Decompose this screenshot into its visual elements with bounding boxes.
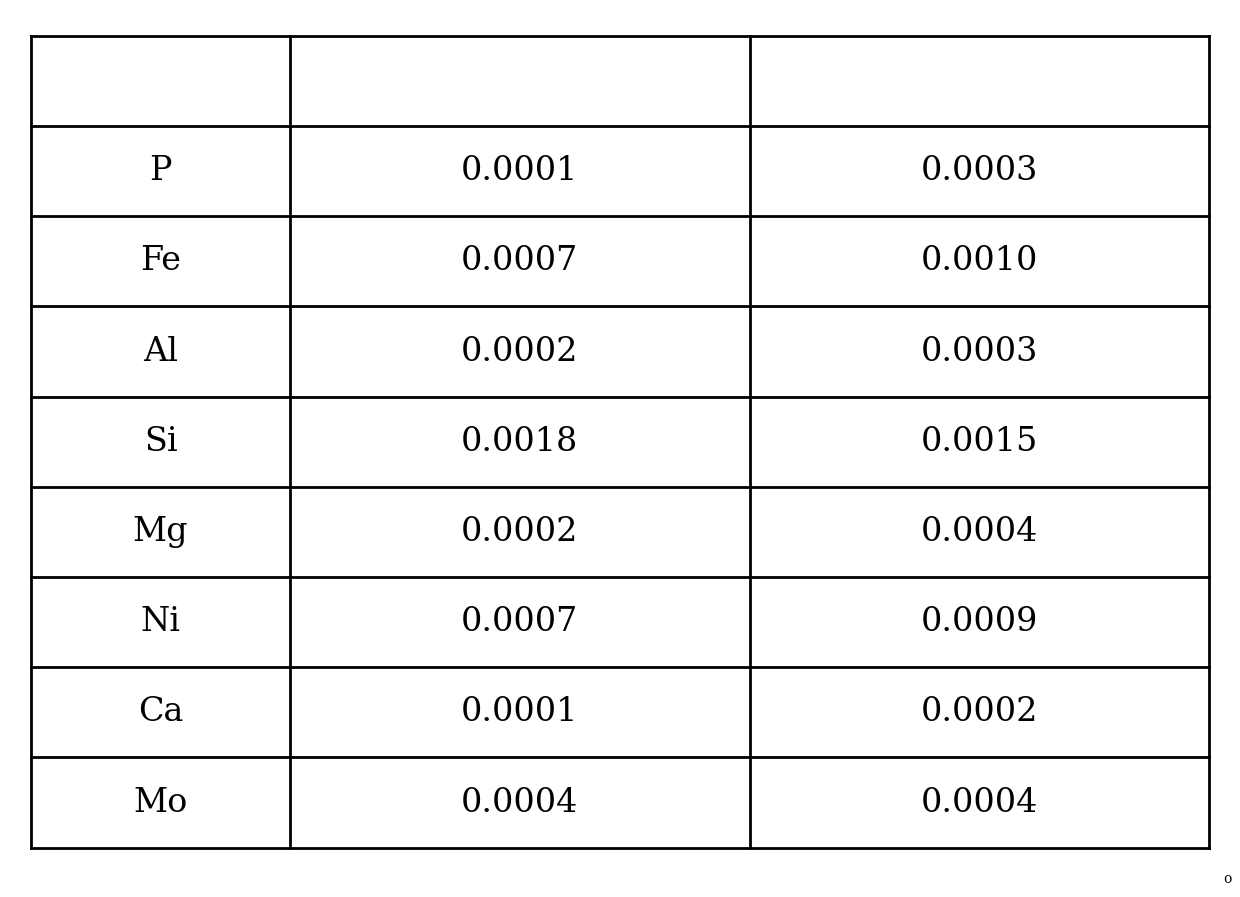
Text: Fe: Fe	[140, 246, 181, 277]
Text: Ca: Ca	[138, 696, 184, 728]
Text: 0.0007: 0.0007	[461, 246, 579, 277]
Text: 0.0015: 0.0015	[920, 426, 1038, 457]
Text: Ni: Ni	[140, 606, 181, 638]
Text: 0.0003: 0.0003	[920, 335, 1038, 368]
Text: 0.0010: 0.0010	[920, 246, 1038, 277]
Text: 0.0004: 0.0004	[920, 516, 1038, 548]
Text: 0.0004: 0.0004	[920, 787, 1038, 819]
Text: Al: Al	[143, 335, 179, 368]
Text: 0.0007: 0.0007	[461, 606, 579, 638]
Text: Si: Si	[144, 426, 177, 457]
Text: 0.0009: 0.0009	[920, 606, 1038, 638]
Text: 0.0002: 0.0002	[461, 516, 579, 548]
Text: 0.0003: 0.0003	[920, 155, 1038, 187]
Text: Mo: Mo	[134, 787, 187, 819]
Text: 0.0001: 0.0001	[461, 696, 579, 728]
Text: 0.0002: 0.0002	[461, 335, 579, 368]
Text: 0.0004: 0.0004	[461, 787, 579, 819]
Text: 0.0001: 0.0001	[461, 155, 579, 187]
Text: o: o	[1223, 872, 1231, 886]
Text: Mg: Mg	[133, 516, 188, 548]
Text: 0.0002: 0.0002	[920, 696, 1038, 728]
Text: 0.0018: 0.0018	[461, 426, 579, 457]
Text: P: P	[149, 155, 172, 187]
